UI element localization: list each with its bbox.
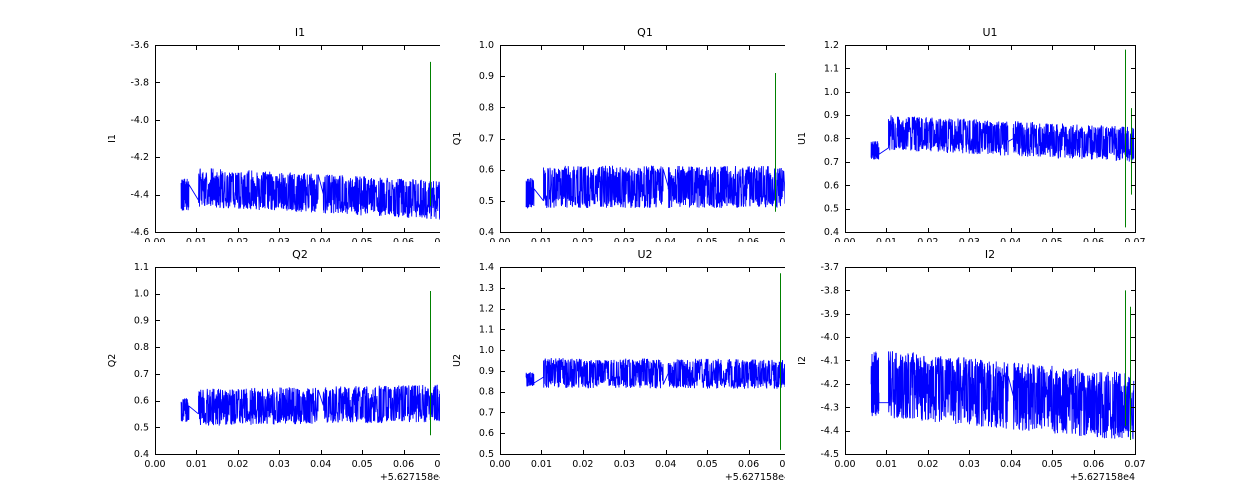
plot-title-i2: I2	[984, 248, 996, 261]
plot-title-u2: U2	[637, 248, 653, 261]
plot-title-q2: Q2	[292, 248, 308, 261]
subplot-u2: U2	[440, 242, 810, 492]
subplot-u1: U1	[785, 20, 1155, 270]
subplot-q2: Q2	[95, 242, 465, 492]
plot-title-q1: Q1	[637, 26, 653, 39]
plot-title-u1: U1	[982, 26, 998, 39]
subplot-i1: I1	[95, 20, 465, 270]
subplot-i2: I2	[785, 242, 1155, 492]
plot-area-i1	[95, 20, 465, 270]
plot-area-q2	[95, 242, 465, 492]
plot-area-q1	[440, 20, 810, 270]
plot-area-u2	[440, 242, 810, 492]
plot-area-u1	[785, 20, 1155, 270]
plot-title-i1: I1	[294, 26, 306, 39]
subplot-q1: Q1	[440, 20, 810, 270]
plot-area-i2	[785, 242, 1155, 492]
